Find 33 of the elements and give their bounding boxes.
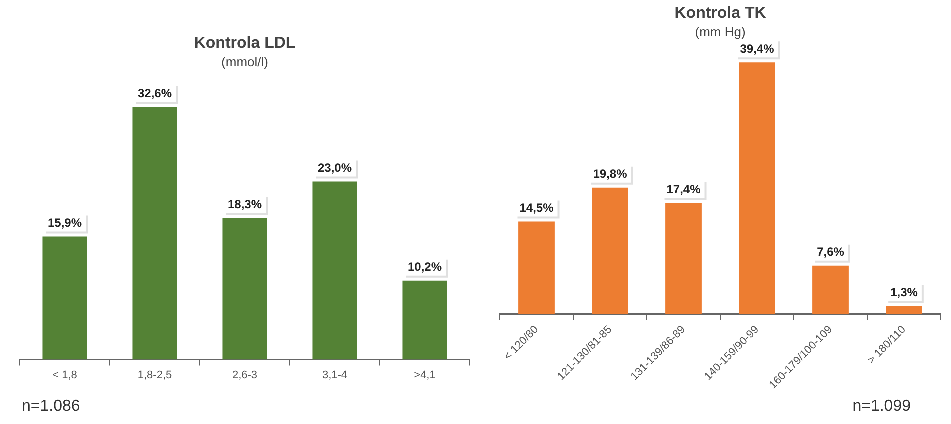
chart-subtitle: (mm Hg) xyxy=(695,24,746,40)
data-label: 19,8% xyxy=(593,167,628,182)
data-label: 10,2% xyxy=(408,260,442,274)
data-label: 17,4% xyxy=(666,182,702,197)
bar xyxy=(42,236,88,360)
chart-title: Kontrola TK xyxy=(674,5,767,22)
bar xyxy=(132,107,178,360)
text: n=1.099 xyxy=(852,398,911,416)
x-tick-label: 1,8-2,5 xyxy=(138,369,172,382)
bar xyxy=(402,280,448,360)
data-label: 18,3% xyxy=(228,197,262,212)
chart-subtitle: (mmol/l) xyxy=(222,54,268,70)
bar xyxy=(592,188,628,314)
data-label: 15,9% xyxy=(48,216,82,230)
text: n=1.086 xyxy=(22,398,80,416)
data-label: 14,5% xyxy=(520,201,554,216)
chart-title: Kontrola LDL xyxy=(194,35,296,52)
x-tick-label: 3,1-4 xyxy=(322,369,348,382)
x-tick-label: 2,6-3 xyxy=(232,369,258,382)
data-label: 23,0% xyxy=(318,161,352,176)
data-label: 39,4% xyxy=(740,42,775,56)
bar xyxy=(812,266,849,314)
data-label: 7,6% xyxy=(817,245,845,260)
bar xyxy=(666,203,702,314)
x-tick-label: >4,1 xyxy=(414,369,436,382)
data-label: 32,6% xyxy=(138,86,172,101)
bar xyxy=(886,306,922,314)
bar xyxy=(312,182,358,360)
bar xyxy=(222,218,268,360)
x-tick-label: < 1,8 xyxy=(52,369,78,382)
data-label: 1,3% xyxy=(890,285,918,300)
bar xyxy=(518,222,555,314)
bar xyxy=(739,62,776,314)
